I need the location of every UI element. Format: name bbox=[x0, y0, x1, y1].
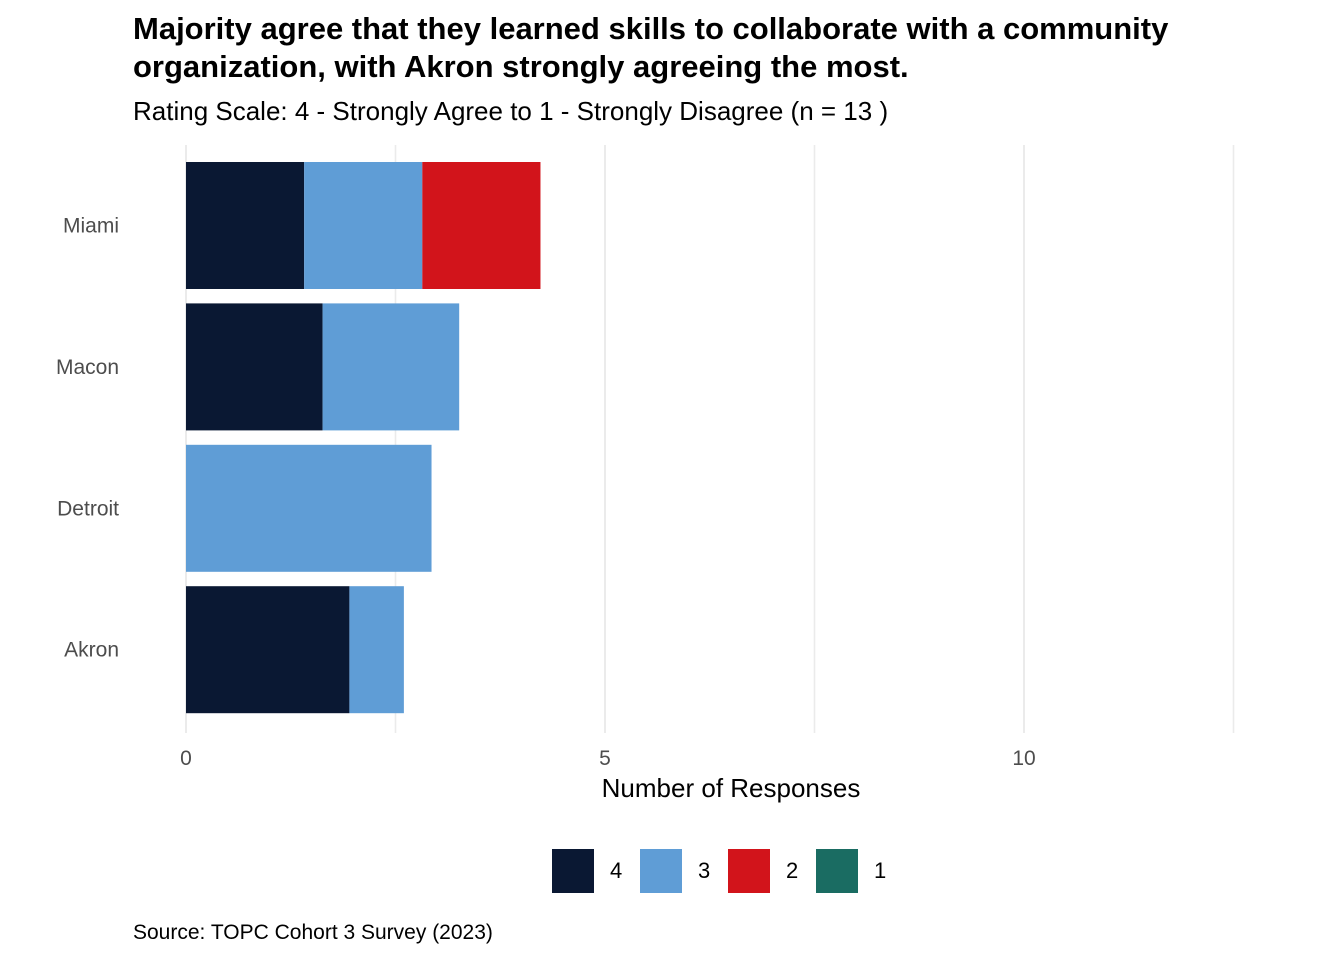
legend-swatch bbox=[552, 849, 594, 893]
legend-item: 2 bbox=[728, 849, 816, 893]
chart-plot: Akron Detroit Macon Miami 0 5 10 bbox=[56, 145, 1235, 770]
y-tick-label: Macon bbox=[56, 356, 119, 379]
bar-miami-rating-3 bbox=[304, 162, 423, 289]
bars bbox=[186, 162, 541, 714]
bar-detroit-rating-3 bbox=[186, 444, 432, 572]
x-tick-label: 5 bbox=[599, 747, 611, 770]
legend-item: 3 bbox=[640, 849, 728, 893]
legend-label: 3 bbox=[698, 858, 711, 883]
source-caption: Source: TOPC Cohort 3 Survey (2023) bbox=[133, 921, 493, 944]
x-axis-label: Number of Responses bbox=[601, 773, 861, 803]
bar-macon-rating-3 bbox=[322, 303, 460, 431]
legend-label: 4 bbox=[610, 858, 623, 883]
y-tick-label: Akron bbox=[64, 639, 119, 662]
legend-label: 2 bbox=[786, 858, 799, 883]
legend-item: 4 bbox=[552, 849, 640, 893]
bar-macon-rating-4 bbox=[186, 303, 323, 431]
legend-swatch bbox=[728, 849, 770, 893]
y-tick-label: Detroit bbox=[57, 497, 119, 520]
bar-miami-rating-4 bbox=[186, 162, 305, 289]
y-tick-label: Miami bbox=[63, 215, 119, 238]
legend-item: 1 bbox=[816, 849, 904, 893]
y-axis-ticks: Akron Detroit Macon Miami bbox=[56, 215, 119, 662]
x-tick-label: 0 bbox=[180, 747, 192, 770]
legend-swatch bbox=[640, 849, 682, 893]
bar-akron-rating-4 bbox=[186, 586, 350, 714]
legend: 4 3 2 1 bbox=[0, 849, 1344, 893]
bar-akron-rating-3 bbox=[349, 586, 404, 714]
legend-label: 1 bbox=[874, 858, 887, 883]
bar-miami-rating-2 bbox=[422, 162, 541, 289]
chart-subtitle: Rating Scale: 4 - Strongly Agree to 1 - … bbox=[133, 96, 889, 126]
x-tick-label: 10 bbox=[1012, 747, 1035, 770]
x-axis-ticks: 0 5 10 bbox=[180, 747, 1036, 770]
chart-title: Majority agree that they learned skills … bbox=[133, 11, 1169, 84]
legend-swatch bbox=[816, 849, 858, 893]
